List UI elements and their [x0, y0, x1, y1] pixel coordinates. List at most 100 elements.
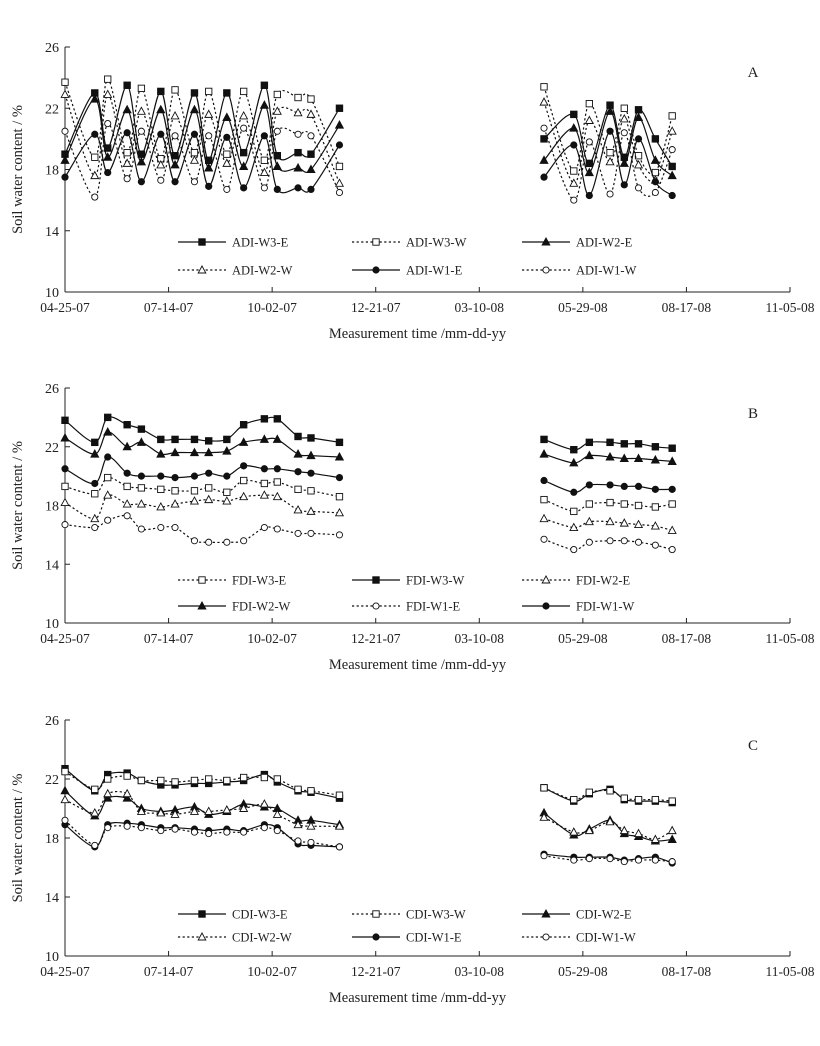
data-point: [620, 104, 628, 112]
data-point: [539, 155, 549, 164]
data-point: [91, 490, 99, 498]
data-point: [104, 75, 112, 83]
legend-label: ADI-W1-W: [576, 264, 637, 278]
data-point: [307, 787, 315, 795]
data-point: [272, 434, 282, 443]
data-point: [539, 449, 549, 458]
data-point: [606, 438, 614, 447]
x-axis-title: Measurement time /mm-dd-yy: [329, 990, 507, 1006]
series-line: [543, 812, 673, 842]
data-point: [61, 416, 69, 425]
data-point: [240, 184, 248, 192]
data-point: [667, 456, 677, 465]
data-point: [334, 507, 345, 517]
data-point: [620, 500, 628, 508]
data-point: [260, 465, 268, 473]
data-point: [668, 444, 676, 452]
data-point: [606, 481, 614, 489]
data-point: [123, 772, 131, 780]
y-tick-label: 18: [45, 832, 59, 847]
series-fdi-w1-w: [61, 453, 676, 496]
data-point: [294, 468, 302, 476]
x-tick-label: 12-21-07: [351, 964, 401, 979]
data-point: [103, 89, 113, 98]
x-tick-label: 10-02-07: [247, 964, 297, 979]
data-point: [668, 162, 676, 171]
data-point: [156, 449, 166, 458]
data-point: [61, 465, 69, 473]
legend-marker: [541, 908, 551, 918]
data-point: [204, 162, 214, 172]
data-point: [540, 495, 548, 504]
data-point: [171, 435, 179, 444]
data-point: [204, 109, 214, 118]
data-point: [294, 785, 302, 793]
data-point: [335, 791, 344, 799]
legend-marker: [372, 602, 380, 610]
data-point: [634, 106, 643, 114]
data-point: [61, 521, 69, 529]
data-point: [104, 775, 112, 783]
x-axis-title: Measurement time /mm-dd-yy: [329, 657, 507, 673]
data-point: [204, 806, 214, 815]
data-point: [137, 472, 145, 480]
data-point: [104, 120, 112, 128]
series-adi-w1-e: [61, 127, 676, 200]
data-point: [620, 537, 628, 545]
data-point: [239, 803, 249, 812]
legend-marker: [372, 910, 380, 918]
legend-item: FDI-W1-W: [522, 600, 635, 614]
data-point: [137, 776, 146, 785]
data-point: [633, 519, 644, 529]
data-point: [539, 97, 549, 106]
data-point: [222, 496, 232, 505]
data-point: [634, 796, 643, 804]
data-point: [667, 525, 677, 534]
legend-marker: [198, 576, 206, 584]
data-point: [240, 828, 248, 836]
data-point: [307, 487, 315, 495]
data-point: [584, 516, 594, 526]
data-point: [605, 106, 615, 115]
data-point: [137, 525, 145, 533]
x-tick-label: 12-21-07: [351, 300, 401, 315]
data-point: [223, 89, 231, 97]
legend-label: ADI-W2-W: [232, 264, 293, 278]
data-point: [585, 438, 594, 447]
legend-label: CDI-W3-W: [406, 908, 466, 922]
data-point: [570, 796, 578, 804]
data-point: [123, 129, 131, 137]
data-point: [619, 114, 629, 123]
data-point: [171, 487, 179, 495]
data-point: [170, 809, 180, 818]
x-axis-title: Measurement time /mm-dd-yy: [329, 326, 507, 342]
data-point: [620, 440, 628, 448]
data-point: [122, 441, 132, 451]
data-point: [585, 500, 593, 508]
data-point: [334, 120, 345, 129]
data-point: [273, 185, 281, 194]
data-point: [240, 124, 248, 132]
data-point: [90, 513, 100, 523]
series-cdi-w3-w: [61, 767, 676, 805]
legend-label: CDI-W1-E: [406, 931, 462, 945]
data-point: [170, 159, 180, 169]
data-point: [584, 167, 594, 177]
data-point: [294, 93, 302, 102]
data-point: [605, 156, 615, 166]
legend-item: ADI-W1-E: [352, 264, 463, 278]
series-adi-w2-e: [60, 94, 677, 180]
data-point: [634, 501, 643, 510]
data-point: [273, 415, 282, 423]
legend-label: ADI-W1-E: [406, 264, 463, 278]
y-tick-label: 22: [45, 441, 59, 456]
y-tick-label: 14: [45, 225, 59, 240]
data-point: [157, 827, 165, 835]
legend-item: ADI-W3-W: [352, 236, 467, 250]
data-point: [605, 451, 615, 461]
data-point: [273, 90, 281, 99]
data-point: [668, 797, 676, 805]
data-point: [205, 775, 213, 783]
data-point: [170, 447, 180, 457]
data-point: [570, 507, 578, 516]
